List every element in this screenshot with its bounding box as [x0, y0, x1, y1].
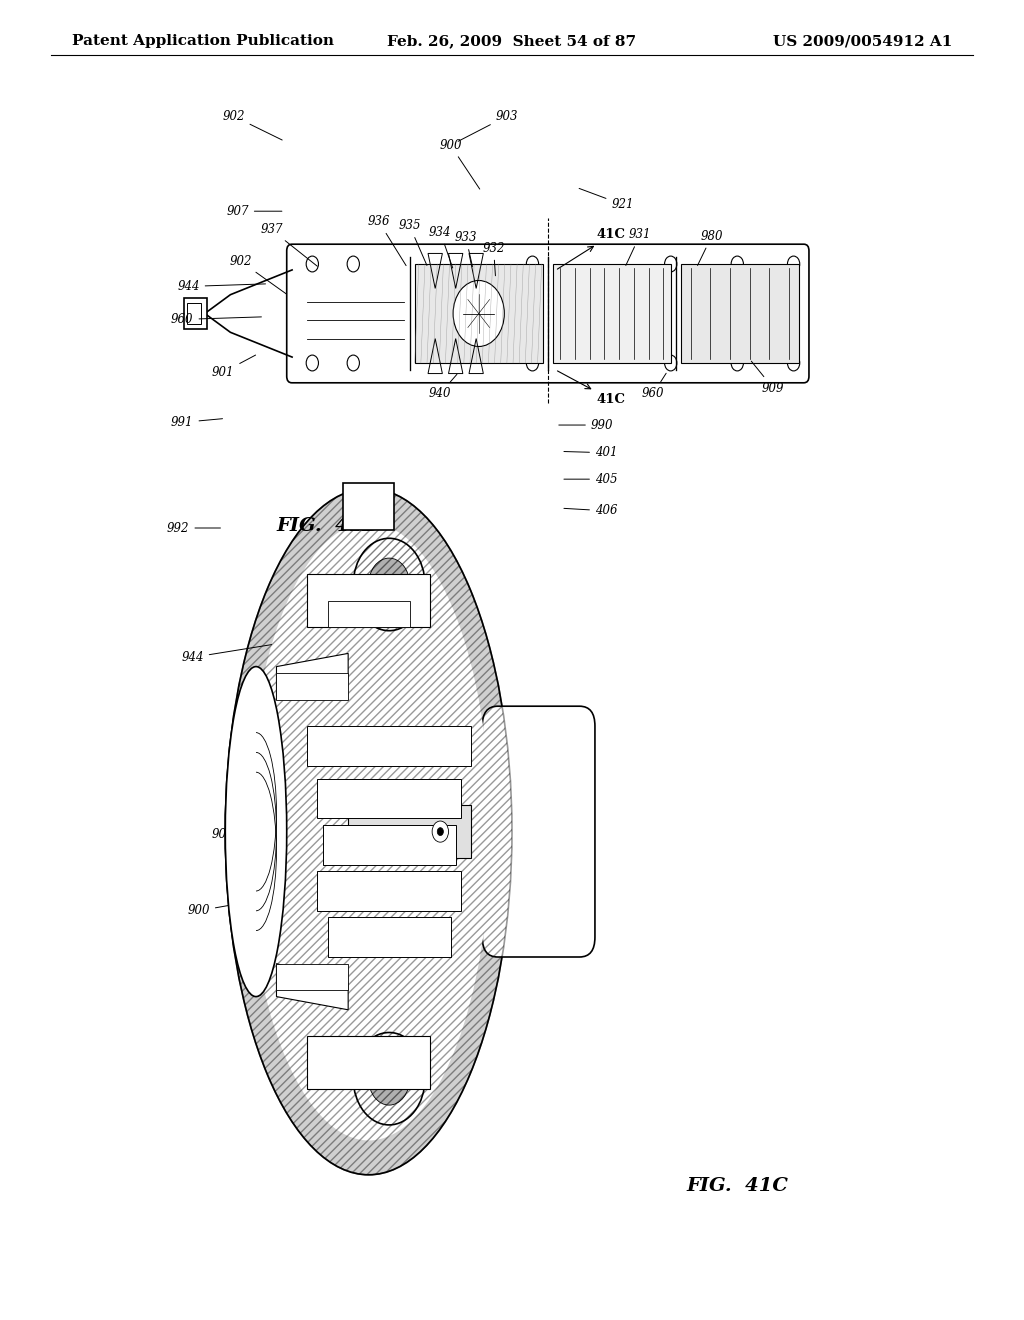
Bar [187, 304, 201, 325]
Text: 944: 944 [177, 280, 265, 293]
Text: 907: 907 [212, 828, 271, 842]
Circle shape [437, 828, 443, 836]
Text: Patent Application Publication: Patent Application Publication [72, 34, 334, 49]
Text: 960: 960 [171, 313, 261, 326]
Text: FIG.  41C: FIG. 41C [686, 1177, 788, 1196]
Circle shape [787, 256, 800, 272]
Text: 900: 900 [439, 139, 479, 189]
Bar [553, 264, 671, 363]
Text: 934: 934 [429, 226, 453, 268]
Text: 992: 992 [167, 521, 220, 535]
Text: 991: 991 [171, 416, 222, 429]
Text: 935: 935 [398, 219, 427, 265]
Text: 944: 944 [181, 644, 271, 664]
Text: 901: 901 [417, 917, 439, 936]
Ellipse shape [225, 488, 512, 1175]
Circle shape [526, 256, 539, 272]
Text: 405: 405 [564, 473, 617, 486]
FancyBboxPatch shape [482, 706, 595, 957]
Bar [307, 726, 471, 766]
Text: 933: 933 [455, 231, 477, 267]
Bar [317, 871, 461, 911]
Text: 960: 960 [642, 374, 667, 400]
Circle shape [526, 355, 539, 371]
Circle shape [453, 281, 505, 347]
FancyBboxPatch shape [287, 244, 809, 383]
Bar [276, 964, 348, 990]
Bar [415, 264, 543, 363]
Text: 406: 406 [564, 504, 617, 517]
Circle shape [353, 1032, 425, 1125]
Ellipse shape [247, 523, 490, 1140]
Text: 902: 902 [222, 110, 283, 140]
Bar [307, 574, 430, 627]
Text: 990: 990 [559, 418, 613, 432]
Text: 903: 903 [458, 110, 518, 141]
Circle shape [369, 558, 410, 611]
Text: Feb. 26, 2009  Sheet 54 of 87: Feb. 26, 2009 Sheet 54 of 87 [387, 34, 637, 49]
Text: 909: 909 [752, 362, 784, 395]
Circle shape [731, 355, 743, 371]
Text: 907: 907 [226, 205, 282, 218]
Polygon shape [276, 964, 348, 1010]
Text: 41C: 41C [557, 228, 626, 269]
Polygon shape [276, 653, 348, 700]
Text: 932: 932 [482, 242, 505, 276]
Text: US 2009/0054912 A1: US 2009/0054912 A1 [773, 34, 952, 49]
Bar [348, 805, 471, 858]
Circle shape [787, 355, 800, 371]
Circle shape [306, 355, 318, 371]
Bar [328, 601, 410, 627]
Circle shape [347, 355, 359, 371]
Circle shape [731, 256, 743, 272]
Circle shape [665, 355, 677, 371]
Text: 980: 980 [697, 230, 723, 265]
Circle shape [432, 821, 449, 842]
Circle shape [665, 256, 677, 272]
Circle shape [306, 256, 318, 272]
Text: 936: 936 [368, 215, 407, 265]
Text: 940: 940 [429, 375, 457, 400]
Text: 921: 921 [580, 189, 634, 211]
Text: 401: 401 [564, 446, 617, 459]
Ellipse shape [225, 667, 287, 997]
Bar [307, 1036, 430, 1089]
Bar [317, 779, 461, 818]
Text: 937: 937 [260, 223, 317, 267]
Text: 931: 931 [626, 228, 651, 265]
Circle shape [369, 1052, 410, 1105]
Circle shape [353, 539, 425, 631]
Text: 41C: 41C [557, 371, 626, 407]
Text: 902: 902 [229, 255, 287, 294]
Bar [343, 483, 394, 529]
Bar [328, 917, 451, 957]
Bar [323, 825, 456, 865]
Bar [681, 264, 799, 363]
Text: 900: 900 [187, 900, 255, 917]
Text: 901: 901 [212, 355, 256, 379]
FancyBboxPatch shape [184, 298, 207, 330]
Bar [276, 673, 348, 700]
Text: FIG.  41B: FIG. 41B [276, 517, 379, 536]
Circle shape [347, 256, 359, 272]
